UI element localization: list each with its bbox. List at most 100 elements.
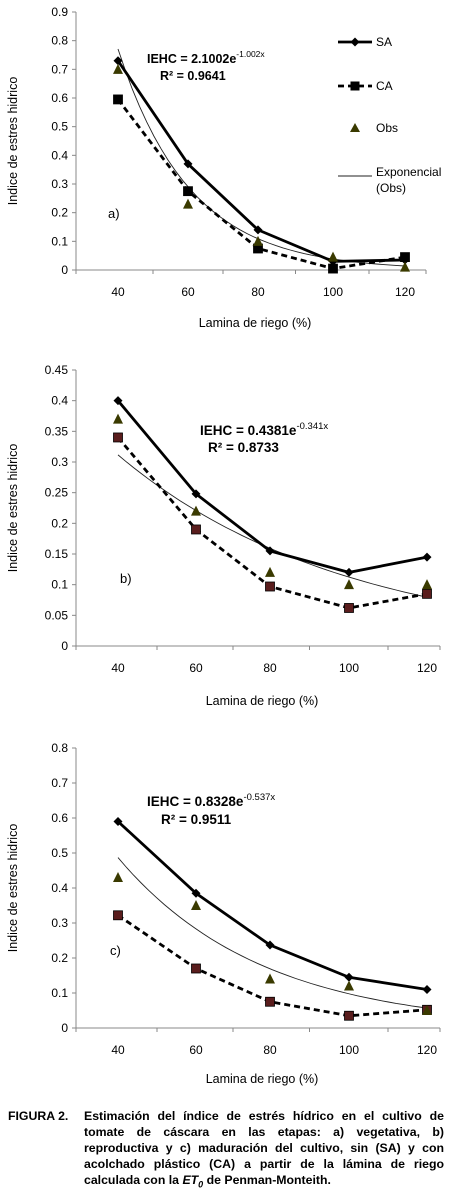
y-tick-label: 0.35 [45,424,69,438]
point-sa [422,552,432,562]
equation-label: IEHC = 0.4381e-0.341x [200,421,328,438]
point-ca [265,996,275,1007]
point-ca [113,910,123,921]
point-obs [422,1005,432,1015]
point-obs [344,579,354,590]
r2-label: R² = 0.9641 [160,69,226,83]
x-tick-label: 60 [189,661,203,675]
x-tick-label: 80 [263,661,277,675]
y-tick-label: 0 [61,263,68,277]
chart-panel-3: 0 0.1 0.2 0.3 0.4 0.5 0.6 0.7 0.8 40 60 80 100 120 Lam… [6,741,441,1086]
point-ca [113,94,123,105]
point-sa [183,159,193,169]
point-ca [191,524,201,535]
x-tick-label: 120 [395,285,415,299]
legend-label-trend: Exponencial [376,165,441,179]
legend-label-ca: CA [376,79,393,93]
y-tick-label: 0.1 [51,578,68,592]
point-ca [422,588,432,599]
point-sa [265,940,275,950]
point-sa [265,546,275,556]
y-tick-label: 0.5 [51,120,68,134]
exponential-trendline [117,857,428,1009]
y-tick-label: 0.3 [51,916,68,930]
y-tick-label: 0.8 [51,741,68,755]
panel-label: a) [108,206,120,221]
y-tick-label: 0.1 [51,234,68,248]
point-ca [400,252,410,263]
point-ca [113,432,123,443]
point-ca [183,186,193,197]
chart-panel-1: 0 0.1 0.2 0.3 0.4 0.5 0.6 0.7 0.8 0.9 40 60 80 100 120… [6,5,441,330]
point-obs [183,198,193,209]
point-sa [191,888,201,898]
legend-label-sa: SA [376,35,392,49]
y-tick-label: 0.3 [51,455,68,469]
y-tick-label: 0.6 [51,811,68,825]
point-ca [344,1010,354,1021]
point-sa [344,567,354,577]
point-obs [113,63,123,74]
x-tick-label: 100 [323,285,343,299]
y-tick-label: 0.8 [51,34,68,48]
x-tick-label: 60 [181,285,195,299]
panel-label: b) [120,571,132,586]
x-tick-label: 120 [417,1043,437,1057]
point-ca [344,603,354,613]
y-tick-label: 0.4 [51,881,68,895]
y-tick-label: 0.4 [51,148,68,162]
x-tick-label: 100 [339,661,359,675]
x-tick-label: 80 [251,285,265,299]
y-tick-label: 0.5 [51,846,68,860]
x-axis-label: Lamina de riego (%) [199,316,312,330]
point-ca [328,263,338,274]
y-tick-label: 0.25 [45,486,69,500]
y-tick-label: 0.2 [51,951,68,965]
point-obs [344,980,354,991]
point-sa [113,817,123,826]
y-tick-label: 0.6 [51,91,68,105]
point-ca [265,581,275,592]
point-obs [113,872,123,882]
point-ca [191,963,201,974]
y-tick-label: 0.45 [45,363,69,377]
point-sa [113,56,123,66]
caption-et-symbol: ET0 [182,1173,204,1190]
x-tick-label: 40 [111,1043,125,1057]
point-sa [191,489,201,499]
y-tick-label: 0.7 [51,62,68,76]
y-tick-label: 0.2 [51,206,68,220]
point-obs [113,413,123,424]
panel-label: c) [110,943,121,958]
y-axis-label: Indice de estres hidrico [6,444,20,573]
y-axis-label: Indice de estres hidrico [6,77,20,206]
point-sa [344,972,354,982]
equation-label: IEHC = 2.1002e-1.002x [147,49,265,66]
point-obs [265,566,275,577]
r2-label: R² = 0.8733 [208,440,279,455]
x-tick-label: 40 [111,661,125,675]
point-obs [400,261,410,272]
x-tick-label: 100 [339,1043,359,1057]
equation-label: IEHC = 0.8328e-0.537x [147,792,275,809]
x-tick-label: 120 [417,661,437,675]
point-sa [253,225,263,235]
y-tick-label: 0.7 [51,776,68,790]
x-tick-label: 80 [263,1043,277,1057]
point-obs [191,900,201,910]
series-line-sa [116,59,406,263]
y-tick-label: 0.1 [51,986,68,1000]
y-tick-label: 0.15 [45,547,69,561]
caption-label: FIGURA 2. [8,1109,69,1123]
y-axis-label: Indice de estres hidrico [6,824,20,953]
legend-label-trend-sub: (Obs) [376,181,406,195]
chart-panel-2: 0 0.05 0.1 0.15 0.2 0.25 0.3 0.35 0.4 0.45 40 60 80 1… [6,363,441,708]
y-tick-label: 0 [61,1021,68,1035]
figure-caption: FIGURA 2. Estimación del índice de estré… [8,1108,444,1192]
y-tick-label: 0 [61,639,68,653]
x-axis-label: Lamina de riego (%) [206,694,319,708]
y-tick-label: 0.05 [45,608,69,622]
x-tick-label: 40 [111,285,125,299]
legend: SA CA Obs Exponencial (Obs) [338,35,441,195]
